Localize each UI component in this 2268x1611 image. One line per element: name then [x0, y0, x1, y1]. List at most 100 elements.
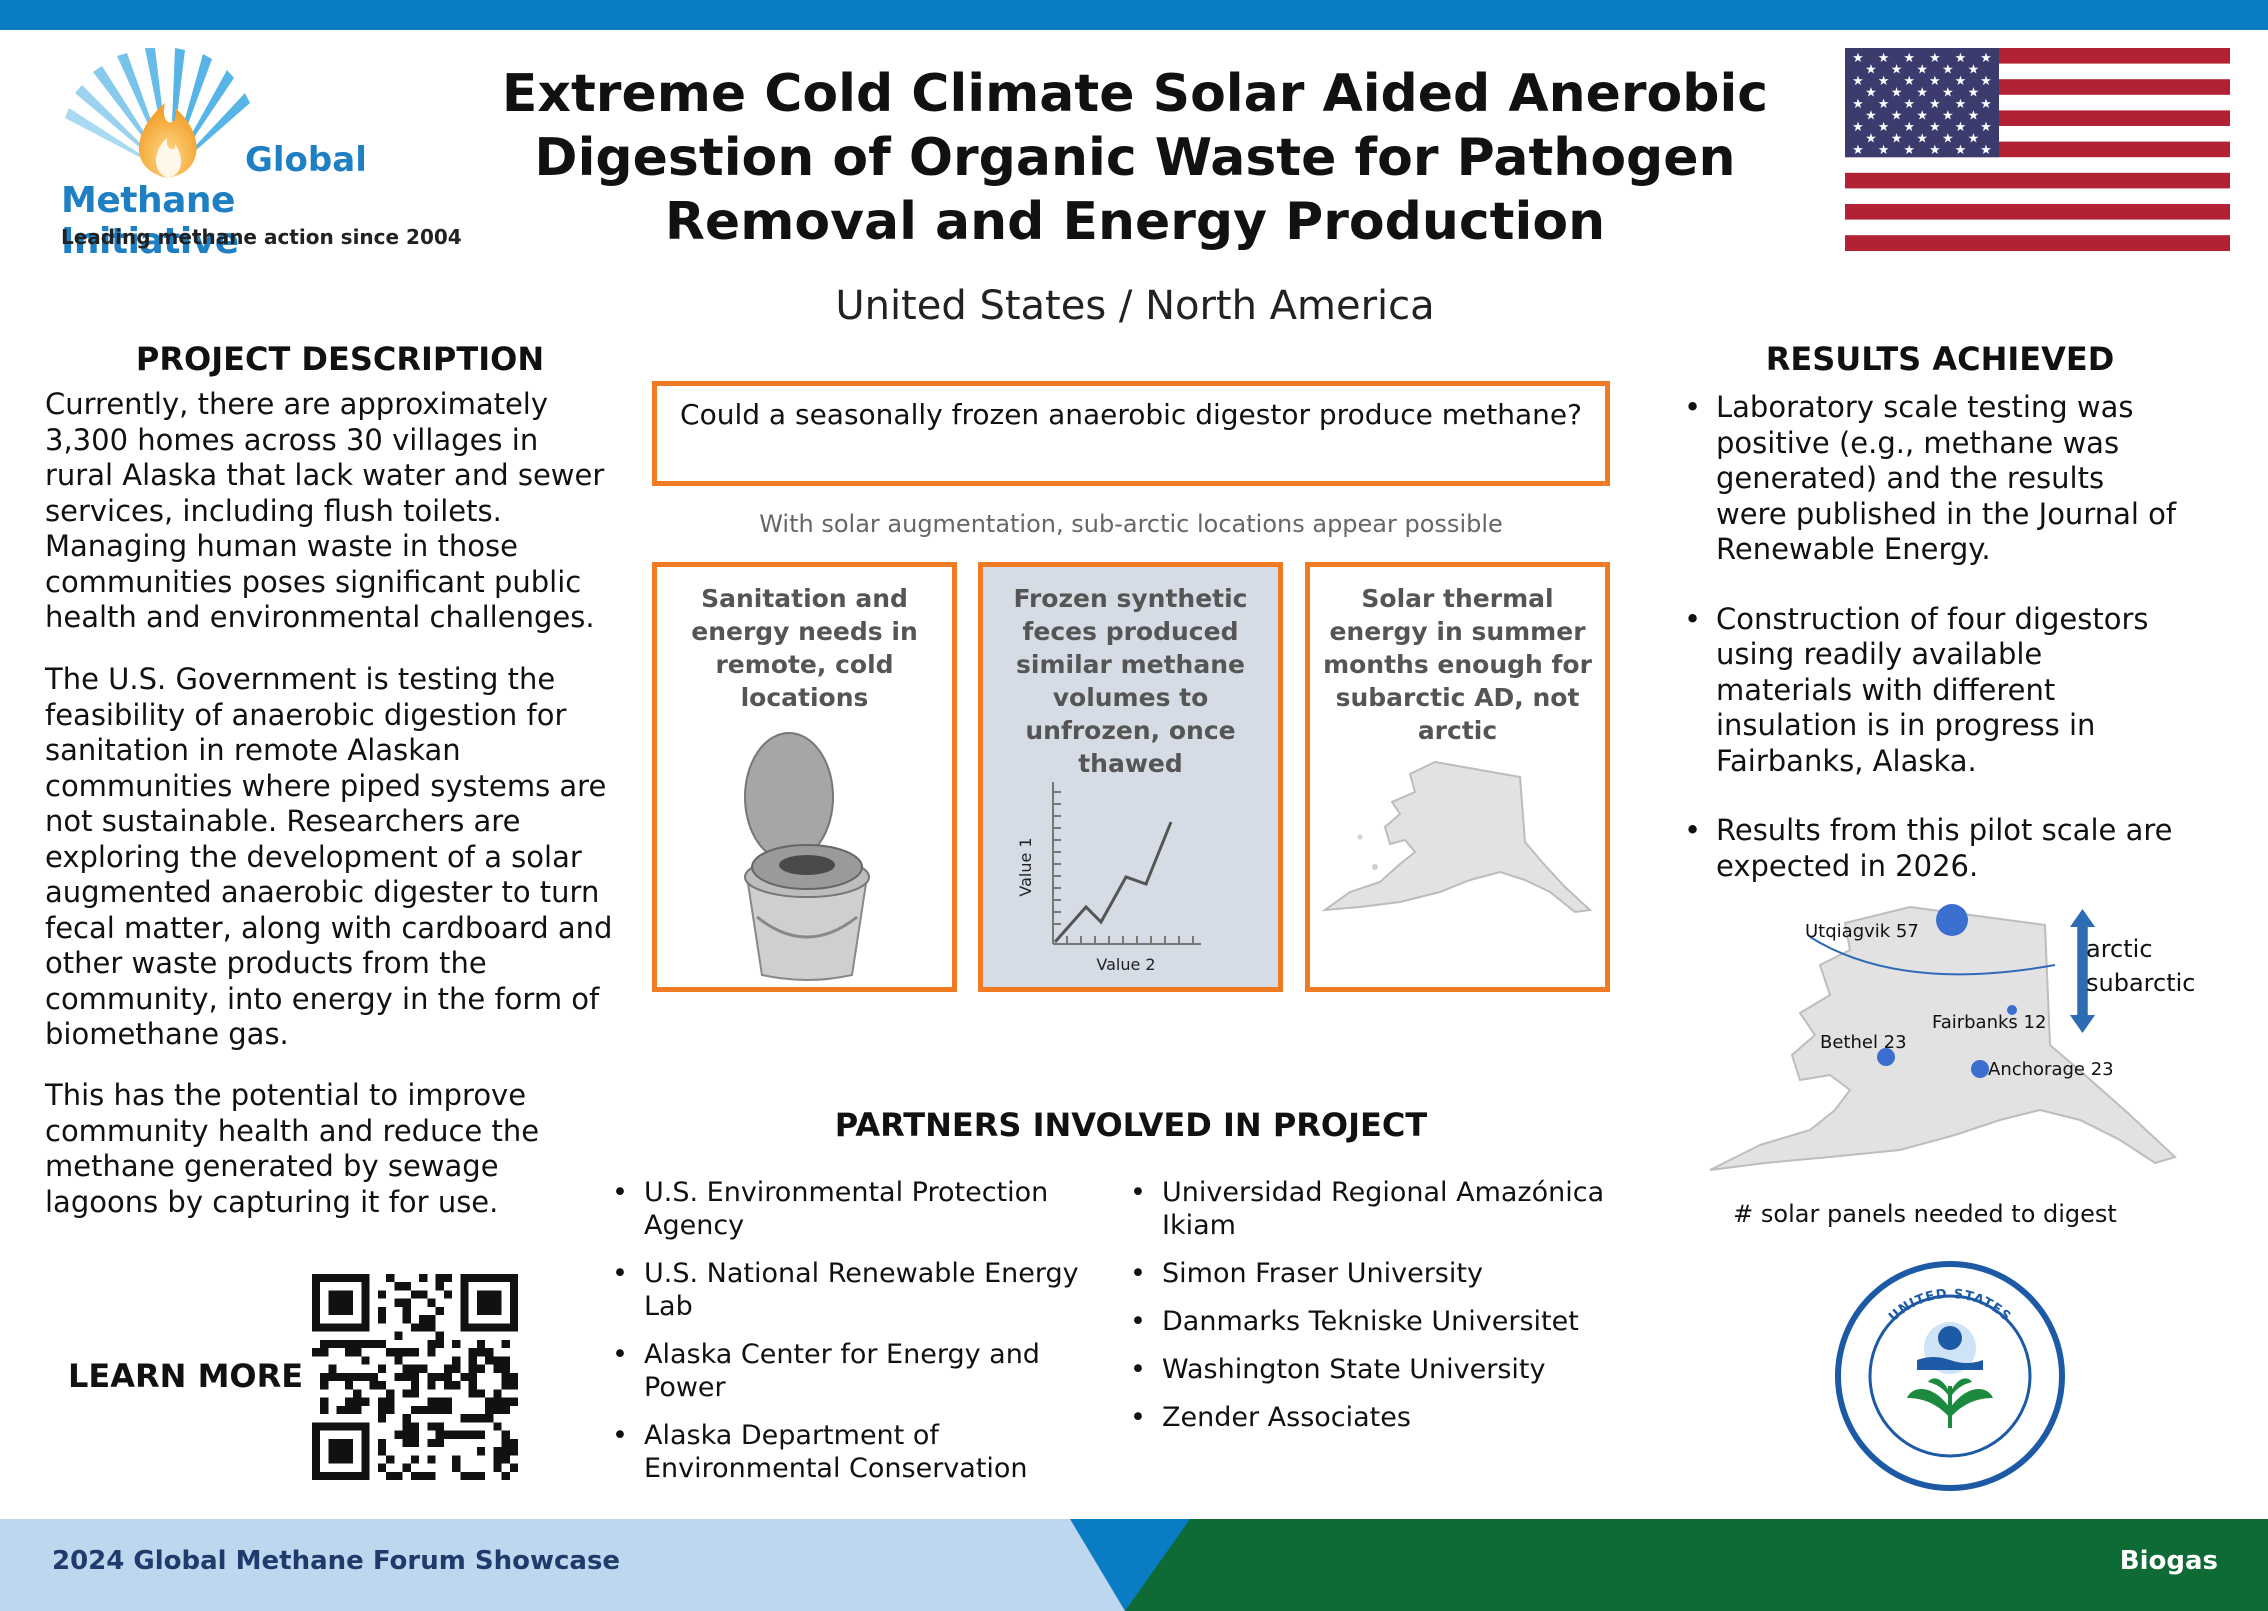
- list-item: U.S. Environmental Protection Agency: [608, 1176, 1128, 1242]
- flag-star: ★: [1955, 51, 1967, 66]
- card-sanitation: Sanitation and energy needs in remote, c…: [652, 562, 957, 992]
- footer-event: 2024 Global Methane Forum Showcase: [52, 1546, 621, 1576]
- map-label-anchorage: Anchorage 23: [1988, 1059, 2114, 1080]
- flag-star: ★: [1878, 120, 1890, 135]
- flag-star: ★: [1878, 51, 1890, 66]
- qr-finder-pattern: [328, 1438, 354, 1464]
- gmi-logo: Global Methane Initiative Leading methan…: [55, 48, 462, 262]
- project-description-heading: PROJECT DESCRIPTION: [135, 340, 545, 378]
- flag-star: ★: [1891, 86, 1903, 101]
- map-marker-fairbanks: [2007, 1005, 2017, 1015]
- flag-star: ★: [1955, 74, 1967, 89]
- logo-tagline: Leading methane action since 2004: [61, 225, 462, 249]
- description-paragraph-1: Currently, there are approximately 3,300…: [45, 387, 605, 634]
- bucket-toilet-icon: [744, 732, 870, 981]
- flag-star: ★: [1968, 132, 1980, 147]
- partners-heading: PARTNERS INVOLVED IN PROJECT: [834, 1106, 1428, 1144]
- list-item: Washington State University: [1126, 1353, 1666, 1386]
- card-text: Sanitation and energy needs in remote, c…: [691, 584, 918, 712]
- top-accent-bar: [0, 0, 2268, 30]
- flag-star: ★: [1903, 143, 1915, 158]
- flag-star: ★: [1968, 63, 1980, 78]
- flag-star: ★: [1955, 97, 1967, 112]
- flag-star: ★: [1878, 143, 1890, 158]
- card-text: Solar thermal energy in summer months en…: [1323, 584, 1592, 745]
- flag-star: ★: [1980, 97, 1992, 112]
- logo-name-line2: Methane Initiative: [61, 180, 239, 262]
- map-marker-bethel: [1877, 1048, 1895, 1066]
- partners-list-1: U.S. Environmental Protection Agency U.S…: [608, 1176, 1128, 1500]
- zone-label-subarctic: subarctic: [2086, 969, 2196, 997]
- flag-star: ★: [1929, 74, 1941, 89]
- card-solar-thermal: Solar thermal energy in summer months en…: [1305, 562, 1610, 992]
- us-flag-icon: ★ ★ ★ ★ ★ ★★ ★ ★ ★ ★★ ★ ★ ★ ★ ★★ ★ ★ ★ ★★ ★ ★ ★ ★ ★★ ★ ★ ★ ★★ ★ ★ ★ ★ ★★…: [1845, 48, 2230, 251]
- flag-star: ★: [1878, 74, 1890, 89]
- list-item: Alaska Department of Environmental Conse…: [608, 1419, 1128, 1485]
- flag-star: ★: [1916, 63, 1928, 78]
- chart-y-label: Value 1: [1016, 837, 1035, 896]
- flag-star: ★: [1942, 109, 1954, 124]
- flag-star: ★: [1916, 132, 1928, 147]
- list-item: Laboratory scale testing was positive (e…: [1680, 390, 2180, 568]
- flag-star: ★: [1878, 97, 1890, 112]
- map-marker-anchorage: [1971, 1060, 1989, 1078]
- flag-star: ★: [1955, 120, 1967, 135]
- flag-star: ★: [1968, 86, 1980, 101]
- flag-star: ★: [1942, 86, 1954, 101]
- question-box: Could a seasonally frozen anaerobic dige…: [652, 381, 1610, 486]
- line-chart-icon: Value 1 Value 2: [1016, 782, 1201, 974]
- zone-arrow-icon: [2069, 909, 2096, 1033]
- alaska-outline-icon: [1709, 904, 2177, 1171]
- flag-star: ★: [1980, 74, 1992, 89]
- list-item: Alaska Center for Energy and Power: [608, 1338, 1128, 1404]
- map-label-utqiagvik: Utqiagvik 57: [1805, 921, 1919, 942]
- flag-star: ★: [1891, 63, 1903, 78]
- results-heading: RESULTS ACHIEVED: [1765, 340, 2115, 378]
- learn-more-label: LEARN MORE: [68, 1357, 304, 1395]
- gmi-logo-rays-icon: [65, 48, 250, 178]
- flag-star: ★: [1980, 120, 1992, 135]
- results-list: Laboratory scale testing was positive (e…: [1680, 390, 2180, 918]
- footer-left-band: [0, 1519, 1200, 1611]
- map-label-bethel: Bethel 23: [1820, 1032, 1907, 1053]
- map-label-fairbanks: Fairbanks 12: [1932, 1012, 2047, 1033]
- flag-star: ★: [1968, 109, 1980, 124]
- flag-star: ★: [1865, 63, 1877, 78]
- flag-star: ★: [1852, 97, 1864, 112]
- flag-star: ★: [1929, 51, 1941, 66]
- map-caption: # solar panels needed to digest: [1733, 1200, 2117, 1228]
- card-frozen-feces: Frozen synthetic feces produced similar …: [978, 562, 1283, 992]
- flag-star: ★: [1865, 86, 1877, 101]
- list-item: Danmarks Tekniske Universitet: [1126, 1305, 1666, 1338]
- footer-right-band: [1125, 1519, 2268, 1611]
- list-item: Construction of four digestors using rea…: [1680, 602, 2180, 780]
- alaska-map-icon: [1321, 760, 1593, 914]
- description-paragraph-2: The U.S. Government is testing the feasi…: [45, 662, 613, 1051]
- flag-star: ★: [1929, 143, 1941, 158]
- question-text: Could a seasonally frozen anaerobic dige…: [680, 398, 1582, 431]
- zone-label-arctic: arctic: [2086, 935, 2153, 963]
- flag-star: ★: [1903, 51, 1915, 66]
- page-subtitle: United States / North America: [835, 283, 1435, 329]
- flag-star: ★: [1916, 86, 1928, 101]
- map-marker-utqiagvik: [1936, 904, 1968, 936]
- alaska-solar-map: Utqiagvik 57 Fairbanks 12 Bethel 23 Anch…: [1700, 895, 2200, 1195]
- flag-star: ★: [1916, 109, 1928, 124]
- epa-seal-icon: UNITED STATES: [1835, 1261, 2065, 1491]
- flag-star: ★: [1903, 97, 1915, 112]
- flag-star: ★: [1865, 109, 1877, 124]
- footer-category: Biogas: [2119, 1546, 2218, 1576]
- flag-star: ★: [1980, 51, 1992, 66]
- list-item: Results from this pilot scale are expect…: [1680, 813, 2180, 884]
- list-item: Zender Associates: [1126, 1401, 1666, 1434]
- card-text: Frozen synthetic feces produced similar …: [1013, 584, 1248, 778]
- qr-finder-pattern: [328, 1290, 354, 1316]
- flag-star: ★: [1929, 120, 1941, 135]
- flag-star: ★: [1955, 143, 1967, 158]
- qr-code-icon[interactable]: [312, 1274, 518, 1480]
- flag-star: ★: [1942, 132, 1954, 147]
- page-title: Extreme Cold Climate Solar Aided Anerobi…: [501, 64, 1769, 252]
- list-item: U.S. National Renewable Energy Lab: [608, 1257, 1128, 1323]
- partners-list-2: Universidad Regional Amazónica Ikiam Sim…: [1126, 1176, 1666, 1449]
- chart-x-label: Value 2: [1096, 955, 1155, 974]
